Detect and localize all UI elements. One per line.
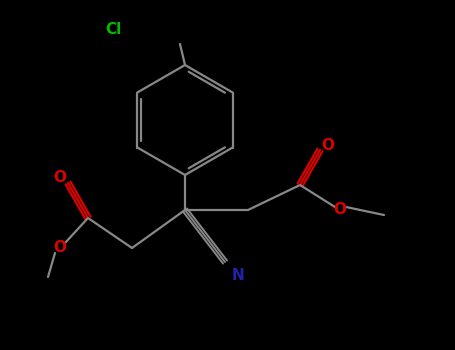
Text: O: O bbox=[334, 203, 347, 217]
Text: O: O bbox=[322, 138, 334, 153]
Text: N: N bbox=[232, 268, 244, 284]
Text: O: O bbox=[54, 170, 66, 186]
Text: Cl: Cl bbox=[105, 22, 121, 37]
Text: O: O bbox=[54, 240, 66, 256]
